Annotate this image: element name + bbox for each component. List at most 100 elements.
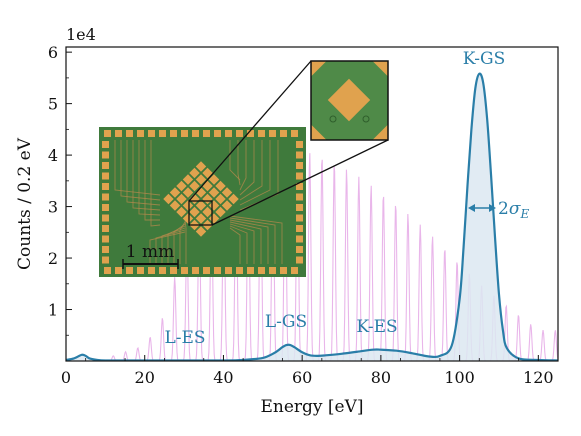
y-tick-label: 5 (48, 95, 58, 114)
x-axis-title: Energy [eV] (260, 397, 363, 417)
zoom-via (362, 115, 370, 123)
bond-pad (102, 151, 109, 159)
x-tick-label: 60 (292, 368, 312, 387)
bond-pad (296, 246, 303, 253)
bond-pad (280, 130, 287, 137)
bond-pad (126, 130, 133, 137)
bond-pad (225, 267, 232, 274)
bond-pad (102, 246, 109, 253)
bond-pad (102, 225, 109, 232)
k-gs-label: K-GS (463, 49, 505, 69)
wire-trace (150, 140, 161, 227)
bond-pad (192, 267, 199, 274)
zoom-pixel-tiles (311, 61, 388, 140)
bond-pad (102, 204, 109, 211)
detector-pixel (221, 187, 233, 198)
bond-pad (247, 267, 254, 274)
bond-pad (236, 130, 243, 137)
wire-trace (239, 140, 247, 191)
zoom-pixel-tile (372, 124, 388, 140)
bond-pad (203, 267, 210, 274)
bond-pad (181, 267, 188, 274)
bond-pad (170, 130, 177, 137)
y-tick-label: 3 (48, 198, 58, 217)
wire-trace (184, 219, 187, 264)
wire-trace (237, 140, 241, 186)
scale-bar-label: 1 mm (126, 242, 174, 262)
bond-pad (102, 162, 109, 169)
y-tick-label: 1 (48, 301, 58, 320)
bond-pad (102, 256, 109, 264)
bond-pad (296, 214, 303, 222)
bond-pad (269, 130, 276, 137)
zoom-pixel-tile (311, 124, 327, 140)
bond-pad (225, 130, 232, 137)
bond-pad (102, 141, 109, 148)
l-es-label: L-ES (164, 328, 205, 348)
bond-pad (203, 130, 210, 137)
wire-trace (229, 217, 276, 264)
bond-pad (137, 130, 144, 137)
bond-pad (296, 151, 303, 159)
x-tick-label: 20 (135, 368, 155, 387)
x-tick-label: 40 (213, 368, 233, 387)
detector-pixel (182, 187, 194, 198)
comb-line (66, 149, 558, 361)
bond-pad (181, 130, 188, 137)
bond-pad (104, 267, 111, 274)
chip-photo-inset: 1 mm (99, 127, 306, 277)
bond-pad (296, 235, 303, 243)
sigma-arrow-head-left (468, 204, 475, 212)
wire-trace (155, 229, 186, 264)
wire-trace (229, 223, 255, 264)
bond-pad (170, 267, 177, 274)
bond-pad (280, 267, 287, 274)
bond-pad (104, 130, 111, 137)
x-tick-label: 120 (523, 368, 554, 387)
bond-pad (159, 267, 166, 274)
wire-trace (120, 140, 161, 201)
sigma-arrow-head-right (489, 204, 496, 212)
bond-pad (137, 267, 144, 274)
wire-trace (126, 140, 161, 206)
y-axis-title: Counts / 0.2 eV (15, 137, 35, 270)
zoom-box (188, 200, 213, 226)
detector-pixel (189, 206, 200, 218)
zoom-pixel-tile (327, 78, 371, 122)
bond-pad (269, 267, 276, 274)
wire-trace (229, 225, 248, 264)
detector-pixel (189, 180, 200, 192)
bond-pad (296, 162, 303, 169)
wire-trace (138, 140, 161, 216)
bond-pad (102, 235, 109, 243)
x-tick-label: 100 (444, 368, 475, 387)
sigma-label: 2σE (498, 199, 529, 221)
wire-trace (239, 140, 255, 196)
y-tick-label: 4 (48, 146, 58, 165)
chip-bond-pads (102, 130, 303, 274)
bond-pad (258, 267, 265, 274)
bond-pad (148, 267, 155, 274)
y-tick-label: 2 (48, 249, 58, 268)
k-es-label: K-ES (356, 317, 397, 337)
wire-trace (144, 140, 160, 221)
zoom-frame (310, 60, 389, 141)
bond-pad (291, 130, 298, 137)
bond-pad (102, 214, 109, 222)
sigma-coef: 2 (498, 199, 509, 219)
wire-trace (229, 140, 241, 181)
x-tick-label: 0 (61, 368, 71, 387)
comb-series (66, 149, 558, 361)
bond-pad (214, 130, 221, 137)
bond-pad (296, 204, 303, 211)
zoom-pixel-tile (311, 61, 327, 77)
bond-pad (214, 267, 221, 274)
detector-pixel (202, 167, 213, 179)
bond-pad (126, 267, 133, 274)
zoomed-pixel-inset (310, 60, 389, 141)
bond-pad (296, 225, 303, 232)
bond-pad (192, 130, 199, 137)
detector-pixel (169, 200, 181, 211)
bond-pad (159, 130, 166, 137)
